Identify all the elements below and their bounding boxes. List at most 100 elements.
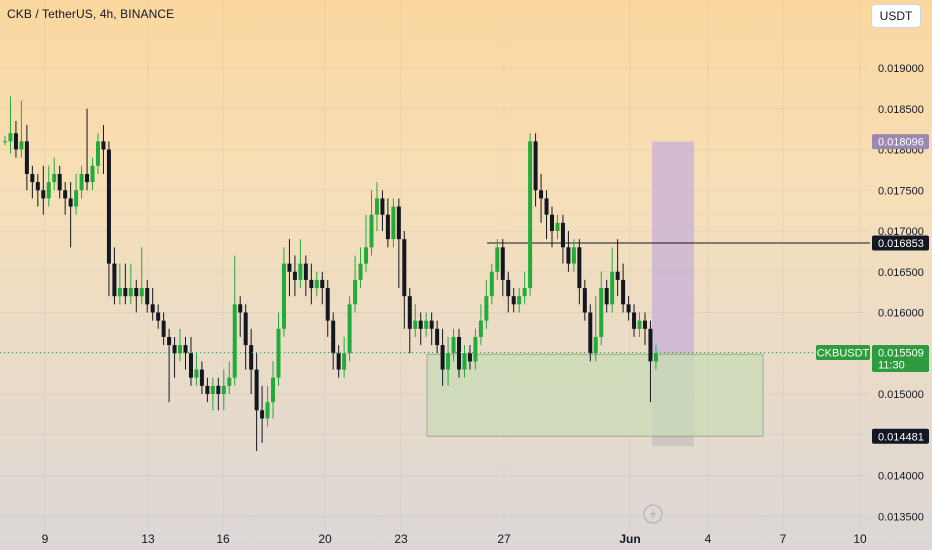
price-tag — [872, 235, 929, 251]
x-tick-label: 7 — [780, 532, 787, 546]
candle-body — [358, 263, 363, 280]
candle-body — [429, 320, 434, 329]
candle-body — [451, 336, 456, 354]
candle-body — [402, 239, 407, 297]
y-tick-label: 0.013500 — [878, 511, 924, 523]
candle-body — [539, 190, 544, 199]
candle-body — [599, 288, 604, 337]
candle-body — [249, 345, 254, 370]
x-tick-label: 27 — [497, 532, 511, 546]
candle-body — [385, 214, 390, 240]
candle-body — [46, 182, 51, 199]
candle-body — [424, 320, 429, 329]
candle-body — [156, 312, 161, 321]
x-tick-label: 9 — [42, 532, 49, 546]
candle-body — [331, 320, 336, 354]
candle-body — [396, 206, 401, 240]
x-tick-label: Jun — [619, 532, 640, 546]
currency-button[interactable]: USDT — [871, 4, 921, 28]
candle-body — [281, 263, 286, 329]
x-tick-label: 20 — [318, 532, 332, 546]
countdown-text: 11:30 — [878, 360, 905, 372]
candle-body — [550, 214, 554, 231]
candle-body — [30, 173, 35, 183]
y-tick-label: 0.016500 — [878, 267, 924, 279]
candle-body — [227, 377, 232, 386]
candle-body — [621, 279, 626, 305]
time-axis[interactable]: 9 13 16 20 23 27 Jun 4 7 10 — [42, 532, 867, 546]
symbol-label-text: CKBUSDT — [817, 348, 870, 360]
candle-body — [560, 222, 565, 248]
candle-body — [183, 345, 188, 354]
price-tag — [872, 428, 929, 444]
candle-body — [145, 288, 150, 305]
candle-body — [134, 288, 139, 297]
candle-body — [314, 279, 319, 289]
candle-body — [582, 288, 587, 313]
candle-body — [112, 263, 117, 297]
candle-body — [57, 173, 62, 191]
price-axis[interactable]: 0.0190000.0185000.0180000.0175000.017000… — [870, 0, 932, 550]
candle-body — [90, 165, 95, 183]
last-price-tag — [872, 345, 929, 373]
candle-body — [74, 190, 79, 207]
candle-body — [167, 336, 172, 346]
candle-body — [172, 345, 177, 354]
candle-body — [210, 385, 215, 394]
candle-body — [528, 141, 533, 289]
candle-body — [309, 279, 314, 289]
candle-body — [320, 279, 325, 289]
candle-body — [128, 288, 133, 297]
candle-body — [500, 247, 505, 280]
candle-body — [478, 320, 483, 337]
candlestick-series — [3, 96, 658, 452]
candle-body — [243, 312, 248, 346]
candle-body — [615, 271, 620, 280]
lightning-icon[interactable] — [643, 504, 663, 524]
candle-body — [287, 263, 292, 272]
candle-body — [260, 410, 265, 419]
candle-body — [626, 304, 631, 313]
candle-body — [353, 279, 358, 305]
candle-body — [588, 312, 593, 354]
candle-body — [254, 369, 259, 411]
candle-body — [446, 353, 451, 370]
candle-body — [8, 133, 13, 142]
candle-body — [221, 385, 226, 394]
candle-body — [418, 320, 423, 329]
demand-zone — [426, 353, 764, 437]
candle-body — [161, 320, 166, 337]
candle-body — [489, 271, 494, 297]
candle-body — [522, 288, 527, 297]
candle-body — [265, 402, 270, 419]
candle-body — [555, 222, 560, 231]
candle-body — [52, 173, 57, 183]
candle-body — [342, 353, 347, 370]
y-tick-label: 0.016000 — [878, 308, 924, 320]
candle-body — [467, 353, 472, 362]
candle-body — [610, 271, 615, 305]
candle-body — [150, 304, 155, 313]
y-tick-label: 0.018500 — [878, 104, 924, 116]
target-zone — [652, 141, 694, 353]
candle-body — [637, 320, 642, 329]
candle-body — [79, 173, 84, 191]
y-tick-label: 0.015000 — [878, 389, 924, 401]
candle-body — [178, 345, 183, 354]
candle-body — [571, 247, 576, 264]
price-axis-labels: 0.0180960.0168530.0154870.014481CKBUSDT0… — [816, 134, 929, 444]
candle-body — [533, 141, 538, 191]
candle-body — [391, 206, 396, 240]
candle-body — [544, 198, 549, 215]
candle-body — [216, 385, 221, 394]
candle-body — [232, 304, 237, 378]
candle-body — [517, 296, 522, 305]
candle-body — [199, 369, 204, 386]
candle-body — [577, 247, 582, 289]
candle-body — [68, 198, 73, 207]
candle-body — [364, 247, 369, 264]
candle-body — [194, 369, 199, 378]
candle-body — [205, 385, 210, 394]
candle-body — [139, 288, 144, 297]
